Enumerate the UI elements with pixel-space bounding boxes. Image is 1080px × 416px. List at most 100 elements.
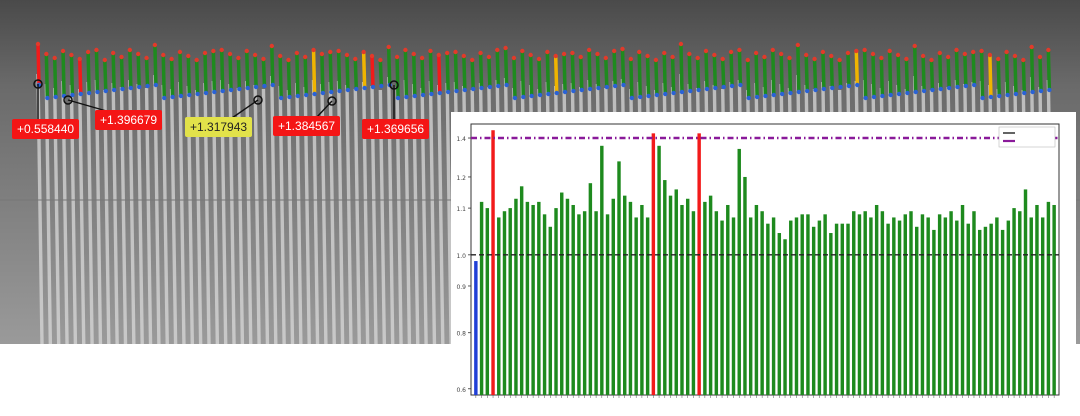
wire-top-marker [595, 51, 600, 57]
wire-top-marker [486, 54, 492, 60]
wire-highlight [303, 56, 308, 96]
wire-bottom-marker [354, 86, 359, 92]
wire-highlight [787, 57, 793, 94]
wire-highlight [286, 59, 292, 98]
bar [594, 211, 598, 395]
bar [1029, 217, 1033, 395]
wire-highlight [36, 43, 41, 86]
wire-top-marker [394, 54, 400, 60]
wire-top-marker [35, 41, 41, 47]
wire-top-marker [428, 48, 433, 54]
wire-bottom-marker [1022, 90, 1027, 96]
bar [697, 133, 701, 395]
bar [714, 211, 719, 395]
bar [474, 261, 478, 395]
bar [485, 208, 490, 395]
wire-bottom-marker [746, 95, 751, 101]
wire-bottom-marker [571, 88, 576, 94]
wire-bottom-marker [997, 93, 1002, 99]
wire-top-marker [403, 47, 408, 53]
wire-highlight [245, 50, 250, 89]
wire-bottom-marker [45, 95, 50, 101]
wire-highlight [904, 58, 910, 94]
wire-highlight [1021, 59, 1027, 94]
wire-top-marker [862, 47, 867, 53]
wire-top-marker [495, 47, 500, 53]
wire-bottom-marker [479, 85, 484, 91]
wire-top-marker [227, 51, 233, 57]
wire-bottom-marker [203, 90, 209, 96]
wire-bottom-marker [128, 85, 134, 91]
bar [605, 214, 610, 395]
bar [932, 229, 936, 395]
bar [903, 214, 907, 395]
annotation-ring [389, 80, 399, 90]
bar [674, 189, 678, 395]
chart-legend [998, 126, 1056, 148]
wire-top-marker [1037, 54, 1043, 60]
wire-bottom-marker [771, 92, 776, 98]
wire-highlight [503, 47, 509, 86]
wire-bottom-marker [696, 87, 701, 93]
wire-highlight [629, 58, 634, 99]
wire-top-marker [662, 50, 667, 56]
wire-top-marker [670, 54, 675, 60]
wire-highlight [119, 56, 125, 90]
wire-top-marker [561, 51, 567, 57]
wire-top-marker [436, 52, 441, 58]
y-tick-label: 0.6 [456, 387, 466, 394]
wire-top-marker [303, 54, 308, 60]
wire-top-marker [820, 49, 826, 55]
wire-highlight [378, 59, 384, 87]
bar [823, 214, 827, 395]
wire-bottom-marker [496, 83, 501, 89]
wire-top-marker [94, 47, 99, 53]
wire-highlight [78, 58, 83, 95]
wire-top-marker [353, 56, 358, 62]
wire-highlight [403, 49, 409, 98]
bar [623, 195, 627, 395]
wire-top-marker [645, 53, 650, 59]
wire-bottom-marker [888, 92, 893, 98]
bar [720, 220, 724, 395]
wire-highlight [553, 55, 559, 94]
wire-bottom-marker [587, 86, 593, 92]
wire-bottom-marker [145, 83, 150, 89]
wire-bottom-marker [320, 90, 326, 96]
wire-top-marker [119, 54, 124, 60]
bar [800, 214, 804, 395]
bar [909, 211, 913, 395]
bar [811, 226, 816, 395]
wire-highlight [862, 49, 868, 99]
wire-top-marker [912, 43, 917, 49]
wire-highlight [194, 59, 200, 95]
wire-top-marker [687, 51, 692, 57]
wire-highlight [437, 54, 442, 94]
bar [708, 195, 713, 395]
wire-top-marker [586, 47, 592, 53]
wire-bottom-marker [245, 85, 250, 91]
bar [789, 220, 793, 395]
wire-highlight [1004, 51, 1010, 96]
bar [955, 220, 959, 395]
wire-highlight [186, 55, 192, 96]
wire-top-marker [578, 54, 583, 60]
wire-highlight [169, 58, 175, 98]
wire-highlight [253, 54, 258, 88]
wire-top-marker [361, 49, 366, 55]
wire-bottom-marker [688, 88, 693, 94]
wire-highlight [219, 49, 225, 92]
wire-top-marker [637, 49, 642, 55]
wire-highlight [796, 44, 801, 93]
wire-bottom-marker [404, 94, 409, 100]
wire-strand [445, 82, 453, 344]
legend-frame [998, 126, 1056, 148]
bar [703, 201, 707, 395]
wire-highlight [754, 52, 759, 98]
wire-top-marker [1012, 53, 1018, 59]
wire-highlight [695, 57, 701, 91]
wire-bottom-marker [562, 89, 568, 95]
wire-bottom-marker [721, 84, 726, 90]
annotation-label: +1.369656 [362, 119, 430, 139]
wire-top-marker [804, 52, 809, 58]
